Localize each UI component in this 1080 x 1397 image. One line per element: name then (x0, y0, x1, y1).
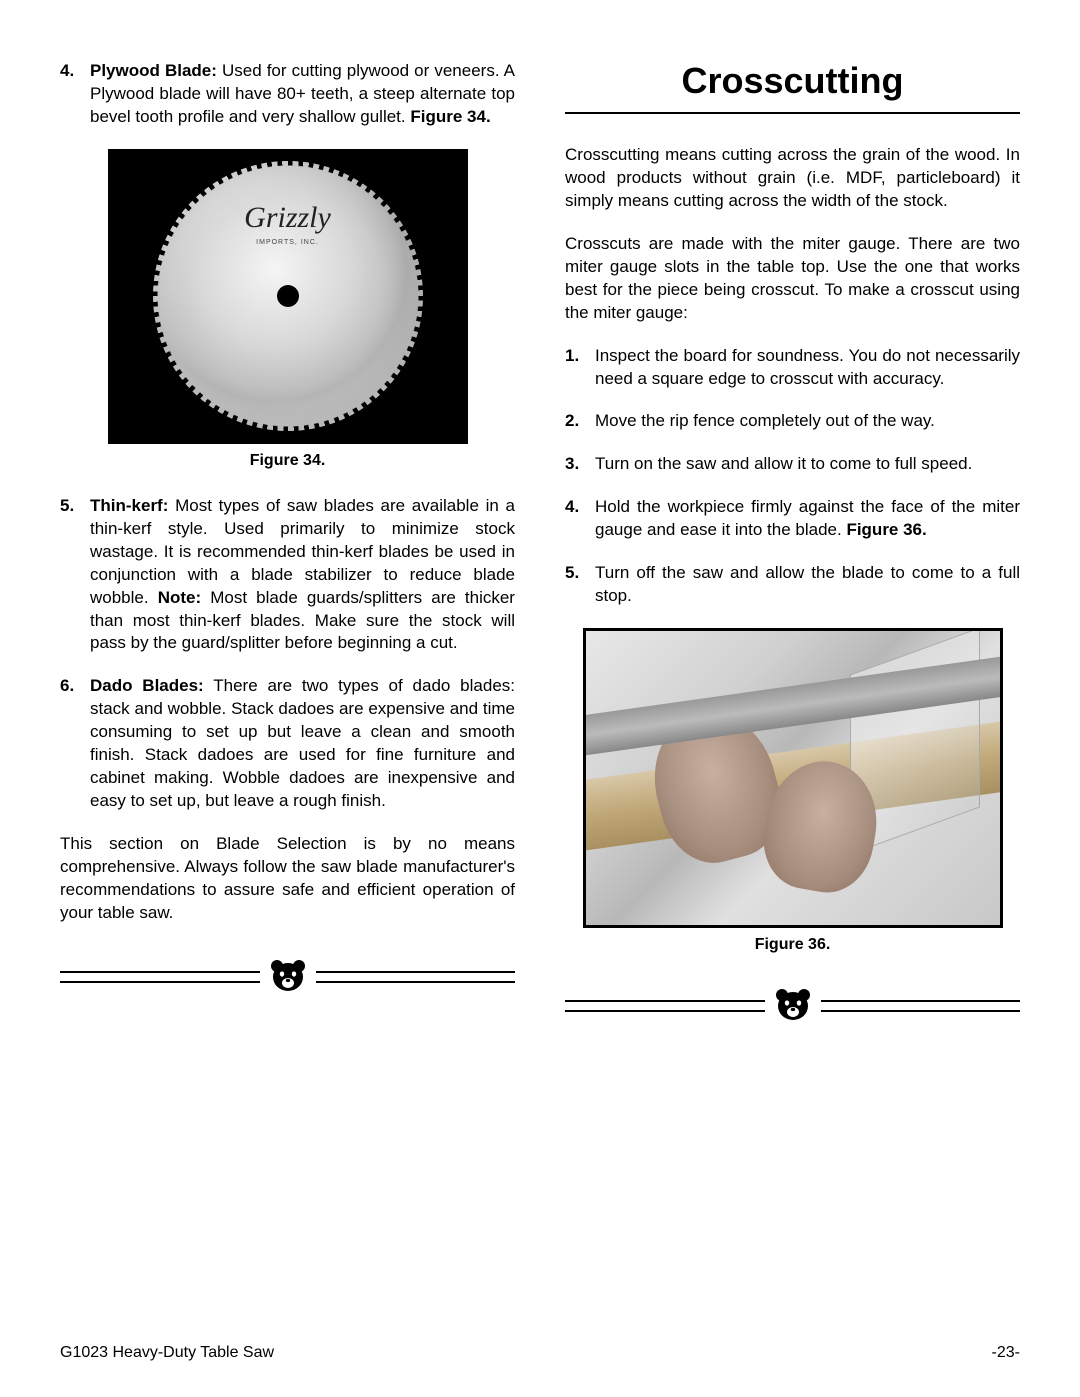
list-item: 1. Inspect the board for soundness. You … (565, 345, 1020, 391)
item-text: Plywood Blade: Used for cutting plywood … (90, 60, 515, 129)
item-text: Thin-kerf: Most types of saw blades are … (90, 495, 515, 656)
figure-36-image (583, 628, 1003, 928)
step-number: 5. (565, 562, 595, 608)
list-item: 4. Hold the workpiece firmly against the… (565, 496, 1020, 542)
figure-34-image: Grizzly IMPORTS, INC. (108, 149, 468, 444)
item-label: Dado Blades: (90, 676, 204, 695)
section-divider (565, 984, 1020, 1024)
step-text: Move the rip fence completely out of the… (595, 410, 1020, 433)
arbor-hole (277, 285, 299, 307)
list-item: 4. Plywood Blade: Used for cutting plywo… (60, 60, 515, 129)
step-text: Hold the workpiece firmly against the fa… (595, 496, 1020, 542)
bear-icon (269, 958, 307, 992)
list-item: 3. Turn on the saw and allow it to come … (565, 453, 1020, 476)
footer-product: G1023 Heavy-Duty Table Saw (60, 1344, 274, 1362)
section-title: Crosscutting (565, 60, 1020, 102)
crosscut-steps: 1. Inspect the board for soundness. You … (565, 345, 1020, 609)
step-text: Turn off the saw and allow the blade to … (595, 562, 1020, 608)
item-body: There are two types of dado blades: stac… (90, 676, 515, 810)
step-text: Inspect the board for soundness. You do … (595, 345, 1020, 391)
bear-icon (774, 987, 812, 1021)
note-label: Note: (158, 588, 201, 607)
intro-paragraph-2: Crosscuts are made with the miter gauge.… (565, 233, 1020, 325)
item-label: Plywood Blade: (90, 61, 217, 80)
footer-page-number: -23- (992, 1344, 1020, 1362)
step-figref: Figure 36. (846, 520, 926, 539)
section-divider (60, 955, 515, 995)
note-body: Most blade guards/splitters are thicker … (90, 588, 515, 653)
step-body: Hold the workpiece firmly against the fa… (595, 497, 1020, 539)
figure-36: Figure 36. (565, 628, 1020, 954)
blade-list-continued: 4. Plywood Blade: Used for cutting plywo… (60, 60, 515, 129)
figure-34-caption: Figure 34. (60, 452, 515, 470)
list-item: 6. Dado Blades: There are two types of d… (60, 675, 515, 813)
item-text: Dado Blades: There are two types of dado… (90, 675, 515, 813)
list-item: 5. Turn off the saw and allow the blade … (565, 562, 1020, 608)
left-column: 4. Plywood Blade: Used for cutting plywo… (60, 60, 515, 1024)
blade-list-continued-2: 5. Thin-kerf: Most types of saw blades a… (60, 495, 515, 813)
step-number: 1. (565, 345, 595, 391)
figure-36-caption: Figure 36. (565, 936, 1020, 954)
item-label: Thin-kerf: (90, 496, 168, 515)
item-number: 5. (60, 495, 90, 656)
step-number: 3. (565, 453, 595, 476)
page-footer: G1023 Heavy-Duty Table Saw -23- (60, 1344, 1020, 1362)
two-column-layout: 4. Plywood Blade: Used for cutting plywo… (60, 60, 1020, 1024)
item-number: 4. (60, 60, 90, 129)
blade-brand: Grizzly (244, 201, 331, 235)
step-number: 2. (565, 410, 595, 433)
figure-34: Grizzly IMPORTS, INC. Figure 34. (60, 149, 515, 470)
intro-paragraph-1: Crosscutting means cutting across the gr… (565, 144, 1020, 213)
right-column: Crosscutting Crosscutting means cutting … (565, 60, 1020, 1024)
step-number: 4. (565, 496, 595, 542)
step-text: Turn on the saw and allow it to come to … (595, 453, 1020, 476)
closing-paragraph: This section on Blade Selection is by no… (60, 833, 515, 925)
title-rule (565, 112, 1020, 114)
item-number: 6. (60, 675, 90, 813)
item-figref: Figure 34. (410, 107, 490, 126)
saw-blade-illustration: Grizzly IMPORTS, INC. (153, 161, 423, 431)
list-item: 2. Move the rip fence completely out of … (565, 410, 1020, 433)
blade-brand-sub: IMPORTS, INC. (256, 239, 319, 246)
list-item: 5. Thin-kerf: Most types of saw blades a… (60, 495, 515, 656)
